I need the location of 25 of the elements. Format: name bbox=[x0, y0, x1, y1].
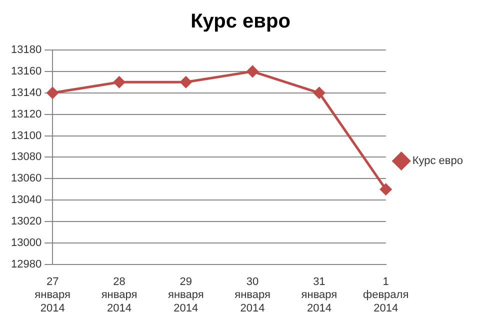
point bbox=[180, 76, 192, 88]
x-tick-label: 29 января 2014 bbox=[168, 276, 204, 314]
point bbox=[46, 87, 58, 99]
point bbox=[313, 87, 325, 99]
y-tick-label: 13140 bbox=[10, 86, 42, 99]
y-tick-label: 13180 bbox=[10, 44, 42, 56]
x-tick-label: 30 января 2014 bbox=[234, 276, 270, 314]
y-tick-label: 13100 bbox=[10, 130, 42, 142]
chart-title: Курс евро bbox=[190, 10, 290, 33]
point bbox=[380, 184, 392, 196]
y-tick-label: 13160 bbox=[10, 65, 42, 78]
x-tick-label: 1 февраля 2014 bbox=[363, 276, 409, 314]
y-tick-label: 13080 bbox=[10, 151, 42, 164]
x-tick-label: 27 января 2014 bbox=[34, 276, 71, 314]
y-tick-label: 12980 bbox=[10, 258, 42, 270]
y-tick-label: 13040 bbox=[10, 194, 42, 206]
x-tick-label: 31 января 2014 bbox=[301, 276, 338, 314]
point bbox=[246, 66, 258, 78]
y-tick-label: 13000 bbox=[10, 236, 42, 249]
legend-label: Курс евро bbox=[412, 155, 463, 168]
y-tick-label: 13020 bbox=[10, 216, 42, 228]
point bbox=[113, 76, 125, 88]
y-tick-label: 13120 bbox=[10, 108, 42, 120]
y-tick-label: 13060 bbox=[10, 172, 42, 185]
x-tick-label: 28 января 2014 bbox=[101, 276, 138, 314]
